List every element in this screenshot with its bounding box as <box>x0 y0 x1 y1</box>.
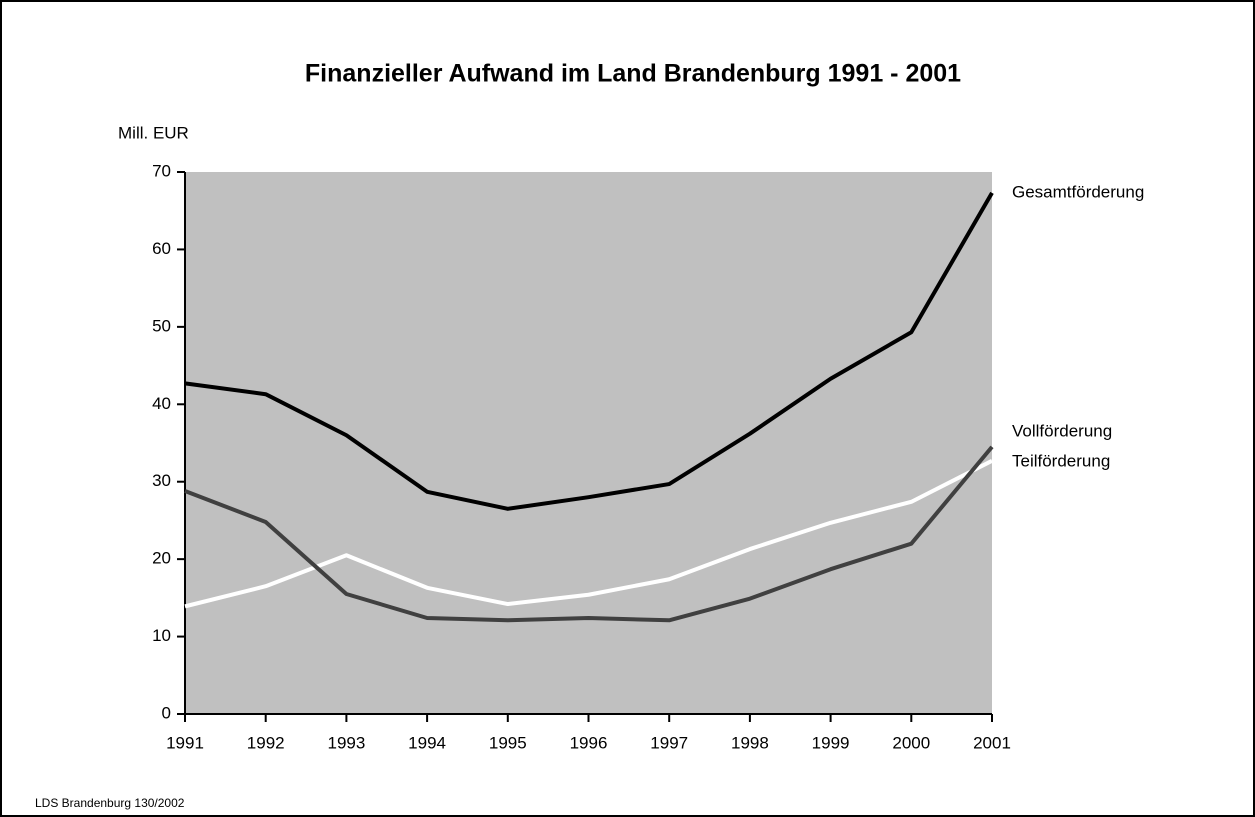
chart-title: Finanzieller Aufwand im Land Brandenburg… <box>305 60 961 88</box>
x-tick-label: 1999 <box>812 733 850 752</box>
x-tick-label: 1996 <box>570 733 608 752</box>
x-tick-label: 1993 <box>327 733 365 752</box>
series-label: Vollförderung <box>1012 421 1112 440</box>
series-line <box>184 191 994 511</box>
series-line <box>184 459 993 609</box>
y-axis-label: Mill. EUR <box>118 123 189 142</box>
x-tick-label: 1994 <box>408 733 446 752</box>
x-tick-label: 2000 <box>892 733 930 752</box>
series-line <box>184 445 994 623</box>
series-label: Gesamtförderung <box>1012 182 1144 201</box>
series-label: Teilförderung <box>1012 451 1110 470</box>
x-tick-label: 1991 <box>166 733 204 752</box>
x-tick-label: 1995 <box>489 733 527 752</box>
source-note: LDS Brandenburg 130/2002 <box>35 796 185 810</box>
y-tick-label: 0 <box>162 703 171 722</box>
y-tick-label: 30 <box>152 471 171 490</box>
y-tick-label: 10 <box>152 626 171 645</box>
y-tick-label: 70 <box>152 161 171 180</box>
y-tick-label: 50 <box>152 316 171 335</box>
y-tick-label: 40 <box>152 394 171 413</box>
y-tick-label: 60 <box>152 239 171 258</box>
plot-area <box>185 172 992 714</box>
x-tick-label: 2001 <box>973 733 1011 752</box>
x-tick-label: 1992 <box>247 733 285 752</box>
y-tick-label: 20 <box>152 549 171 568</box>
x-tick-label: 1998 <box>731 733 769 752</box>
x-tick-label: 1997 <box>650 733 688 752</box>
